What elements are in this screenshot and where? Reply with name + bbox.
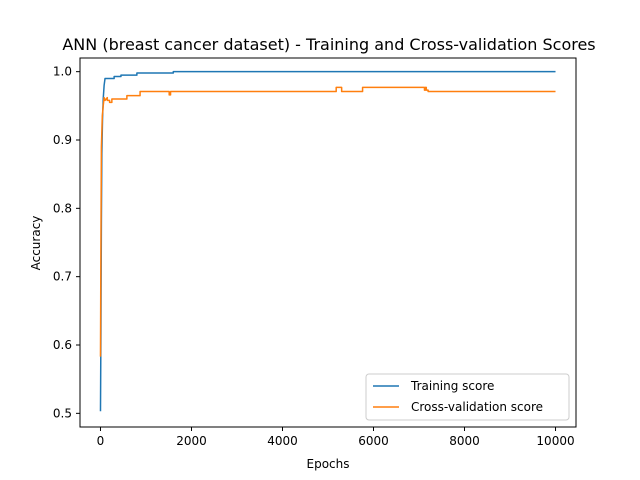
x-tick-label: 2000 xyxy=(176,434,207,448)
series-layer xyxy=(99,70,556,412)
x-tick-label: 10000 xyxy=(536,434,574,448)
plot-frame xyxy=(79,57,577,428)
series-line-training xyxy=(99,70,556,412)
chart-title: ANN (breast cancer dataset) - Training a… xyxy=(62,35,595,54)
y-tick-label: 0.7 xyxy=(53,270,72,284)
x-axis-label: Epochs xyxy=(307,457,350,471)
legend-label: Cross-validation score xyxy=(411,400,543,414)
x-axis-ticks: 0 2000 4000 6000 8000 10000 xyxy=(97,427,575,448)
y-tick-label: 0.9 xyxy=(53,133,72,147)
legend-box xyxy=(365,373,570,421)
y-tick-label: 0.6 xyxy=(53,338,72,352)
series-line-cross-validation xyxy=(99,86,556,357)
y-tick-label: 0.5 xyxy=(53,406,72,420)
legend-label: Training score xyxy=(410,379,494,393)
y-tick-label: 0.8 xyxy=(53,201,72,215)
legend: Training score Cross-validation score xyxy=(365,373,570,421)
x-tick-label: 6000 xyxy=(358,434,389,448)
x-tick-label: 4000 xyxy=(267,434,298,448)
y-tick-label: 1.0 xyxy=(53,65,72,79)
y-axis-label: Accuracy xyxy=(29,216,43,271)
x-tick-label: 8000 xyxy=(449,434,480,448)
x-tick-label: 0 xyxy=(97,434,105,448)
y-axis-ticks: 0.5 0.6 0.7 0.8 0.9 1.0 xyxy=(53,65,80,420)
